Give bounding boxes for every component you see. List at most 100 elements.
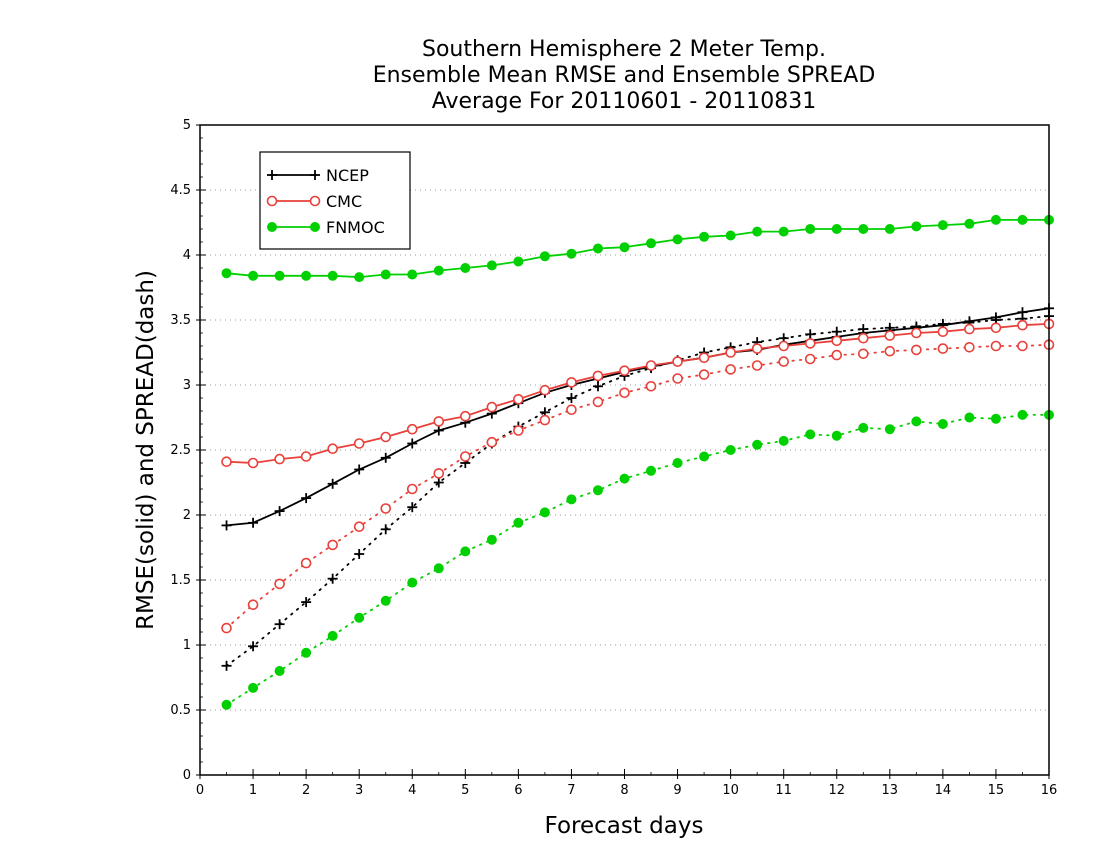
data-point — [327, 573, 338, 584]
data-point — [831, 430, 842, 441]
data-point — [221, 456, 232, 468]
x-tick-label: 8 — [620, 783, 628, 798]
series-fnmoc-rmse — [221, 214, 1054, 283]
data-point — [274, 453, 285, 465]
x-tick-label: 7 — [567, 783, 575, 798]
data-point — [937, 343, 949, 354]
data-point — [725, 445, 736, 455]
data-point — [380, 452, 391, 463]
data-point — [380, 431, 392, 443]
y-axis-label: RMSE(solid) and SPREAD(dash) — [133, 270, 159, 630]
data-point — [805, 224, 816, 234]
data-point — [778, 356, 789, 367]
data-point — [274, 270, 285, 281]
data-point — [805, 429, 816, 440]
data-point — [858, 224, 869, 234]
data-point — [486, 401, 498, 413]
data-point — [486, 436, 498, 448]
data-point — [619, 242, 630, 253]
data-point — [752, 226, 763, 237]
data-point — [513, 517, 524, 528]
data-point — [937, 220, 948, 231]
data-point — [937, 326, 949, 338]
data-point — [751, 360, 763, 371]
data-point — [699, 451, 710, 462]
chart-title-line-2: Ensemble Mean RMSE and Ensemble SPREAD — [373, 63, 876, 88]
data-point — [990, 340, 1002, 352]
data-point — [539, 251, 550, 262]
data-point — [248, 682, 259, 693]
data-point — [327, 478, 338, 489]
data-point — [857, 348, 869, 360]
data-point — [460, 546, 471, 557]
data-point — [513, 425, 524, 436]
data-point — [911, 416, 922, 427]
data-point — [831, 326, 842, 337]
data-point — [566, 377, 577, 388]
data-point — [831, 335, 843, 347]
data-point — [990, 413, 1001, 424]
axes: 00.511.522.533.544.550 1 2 3 4 5 6 7 8 9 10 11 12 13 1… — [170, 118, 1057, 798]
legend-label: FNMOC — [326, 218, 385, 237]
data-point — [433, 563, 444, 574]
data-point — [698, 369, 710, 380]
x-tick-label: 5 — [461, 783, 469, 798]
data-point — [804, 338, 816, 349]
series-ncep-spread — [221, 311, 1054, 671]
data-point — [964, 341, 975, 353]
data-point — [964, 323, 975, 335]
x-tick-label: 15 — [988, 783, 1005, 798]
data-point — [857, 332, 869, 344]
data-point — [964, 412, 975, 423]
data-point — [433, 416, 445, 427]
data-point — [592, 243, 603, 254]
x-tick-label: 13 — [882, 783, 899, 798]
data-point — [884, 224, 895, 234]
data-point — [460, 263, 471, 273]
data-point — [646, 465, 657, 476]
data-point — [353, 521, 365, 533]
data-point — [407, 502, 418, 513]
data-point — [433, 265, 444, 276]
data-point — [619, 473, 630, 484]
data-point — [1017, 214, 1028, 225]
legend-marker-start — [267, 170, 277, 180]
x-tick-label: 4 — [408, 783, 416, 798]
data-point — [592, 370, 604, 382]
data-point — [353, 438, 365, 449]
data-point — [725, 230, 736, 241]
chart-title-line-3: Average For 20110601 - 20110831 — [432, 89, 817, 114]
data-point — [354, 272, 365, 283]
data-point — [221, 699, 232, 710]
x-tick-label: 6 — [514, 783, 522, 798]
data-point — [964, 218, 975, 229]
data-point — [221, 268, 232, 279]
y-tick-label: 5 — [183, 118, 191, 133]
series-layer — [221, 214, 1055, 710]
data-point — [380, 269, 391, 280]
data-point — [327, 539, 338, 551]
data-point — [221, 660, 232, 671]
data-point — [513, 256, 524, 267]
data-point — [672, 356, 683, 367]
series-line — [225, 413, 1050, 706]
series-fnmoc-spread — [221, 409, 1054, 710]
x-tick-label: 12 — [828, 783, 845, 798]
data-point — [247, 599, 259, 611]
y-tick-label: 2.5 — [170, 443, 191, 458]
x-tick-label: 14 — [935, 783, 952, 798]
data-point — [858, 422, 869, 433]
legend-label: CMC — [326, 192, 362, 211]
series-ncep-rmse — [221, 303, 1054, 531]
data-point — [751, 343, 763, 354]
y-tick-label: 1 — [183, 638, 191, 653]
data-point — [327, 630, 338, 641]
data-point — [645, 380, 657, 392]
data-point — [301, 597, 312, 608]
data-point — [646, 238, 657, 249]
data-point — [433, 425, 444, 436]
data-point — [406, 423, 418, 435]
data-point — [725, 347, 736, 358]
legend-marker-end — [309, 195, 321, 207]
